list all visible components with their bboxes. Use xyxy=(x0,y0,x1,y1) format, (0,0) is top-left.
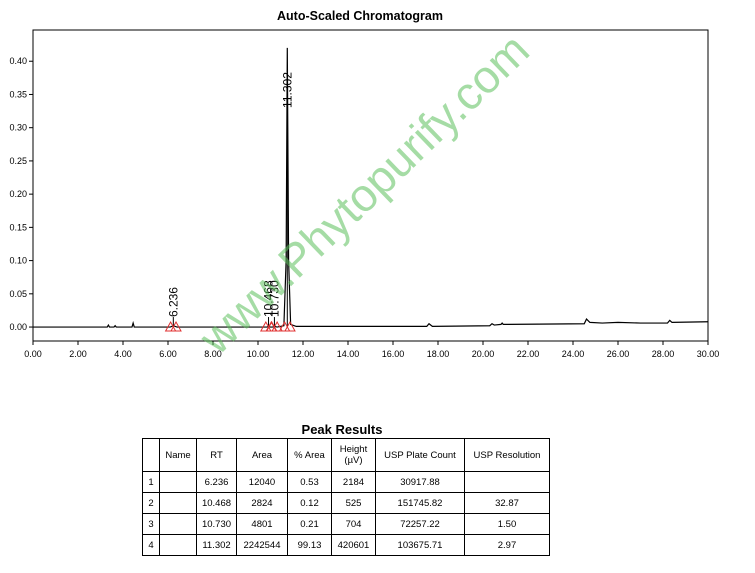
y-tick-label: 0.35 xyxy=(9,89,27,99)
table-cell: 1 xyxy=(142,471,160,493)
x-tick-label: 20.00 xyxy=(472,349,495,359)
table-cell: 10.730 xyxy=(196,513,237,535)
header-cell: Name xyxy=(159,438,197,472)
x-tick-label: 8.00 xyxy=(204,349,222,359)
y-tick-label: 0.15 xyxy=(9,222,27,232)
table-cell: 6.236 xyxy=(196,471,237,493)
header-cell: Area xyxy=(236,438,288,472)
table-row: 3 10.730 4801 0.21 704 72257.22 1.50 xyxy=(142,513,550,535)
table-cell xyxy=(159,471,197,493)
header-cell: RT xyxy=(196,438,237,472)
plot-frame xyxy=(32,29,709,342)
header-cell: USP Plate Count xyxy=(375,438,465,472)
table-cell xyxy=(159,534,197,556)
table-cell: 0.53 xyxy=(287,471,332,493)
table-row: 1 6.236 12040 0.53 2184 30917.88 xyxy=(142,471,550,493)
table-cell: 3 xyxy=(142,513,160,535)
x-tick-label: 6.00 xyxy=(159,349,177,359)
table-row: 4 11.302 2242544 99.13 420601 103675.71 2.97 xyxy=(142,534,550,556)
table-cell: 420601 xyxy=(331,534,376,556)
table-cell: 99.13 xyxy=(287,534,332,556)
y-tick-label: 0.30 xyxy=(9,123,27,133)
x-tick-label: 10.00 xyxy=(247,349,270,359)
table-cell: 4801 xyxy=(236,513,288,535)
table-cell: 2.97 xyxy=(464,534,550,556)
table-row: 2 10.468 2824 0.12 525 151745.82 32.87 xyxy=(142,492,550,514)
chart-title: Auto-Scaled Chromatogram xyxy=(277,9,443,23)
table-cell: 2824 xyxy=(236,492,288,514)
x-tick-label: 30.00 xyxy=(697,349,720,359)
peak-table: Name RT Area% Area Height (µV) USP Plate Cou… xyxy=(142,438,550,556)
header-cell: % Area xyxy=(287,438,332,472)
table-cell: 2 xyxy=(142,492,160,514)
x-tick-label: 28.00 xyxy=(652,349,675,359)
x-tick-label: 16.00 xyxy=(382,349,405,359)
y-tick-label: 0.20 xyxy=(9,189,27,199)
y-tick-label: 0.40 xyxy=(9,56,27,66)
table-cell: 10.468 xyxy=(196,492,237,514)
table-cell: 2242544 xyxy=(236,534,288,556)
y-tick-label: 0.10 xyxy=(9,256,27,266)
peak-label: 10.468 xyxy=(262,280,276,317)
table-cell: 11.302 xyxy=(196,534,237,556)
x-tick-label: 4.00 xyxy=(114,349,132,359)
peak-marker xyxy=(271,321,283,332)
table-cell xyxy=(464,471,550,493)
x-tick-label: 14.00 xyxy=(337,349,360,359)
table-title: Peak Results xyxy=(301,422,383,437)
peak-marker xyxy=(284,321,296,332)
chart: Auto-Scaled Chromatogram 0.00 2.00 4.00 6.0… xyxy=(9,9,720,364)
header-cell xyxy=(142,438,160,472)
table-cell: 0.21 xyxy=(287,513,332,535)
x-tick-label: 22.00 xyxy=(517,349,540,359)
peak-label: 10.730 xyxy=(267,280,281,317)
peak-label: 11.302 xyxy=(280,72,294,108)
peak-label: 6.236 xyxy=(166,287,180,317)
header-row: Name RT Area% Area Height (µV) USP Plate Cou… xyxy=(142,438,550,472)
x-tick-label: 12.00 xyxy=(292,349,315,359)
peak-marker xyxy=(170,321,182,332)
table-cell: 0.12 xyxy=(287,492,332,514)
table-cell: 525 xyxy=(331,492,376,514)
table-cell: 72257.22 xyxy=(375,513,465,535)
x-tick-label: 18.00 xyxy=(427,349,450,359)
x-tick-label: 2.00 xyxy=(69,349,87,359)
table-cell: 1.50 xyxy=(464,513,550,535)
x-tick-label: 24.00 xyxy=(562,349,585,359)
y-tick-label: 0.25 xyxy=(9,156,27,166)
table-cell: 12040 xyxy=(236,471,288,493)
table-cell: 4 xyxy=(142,534,160,556)
x-tick-label: 0.00 xyxy=(24,349,42,359)
watermark: www.Phytopurify.com xyxy=(188,23,539,364)
y-tick-label: 0.05 xyxy=(9,289,27,299)
table-cell xyxy=(159,492,197,514)
header-cell: Height (µV) xyxy=(331,438,376,472)
x-tick-label: 26.00 xyxy=(607,349,630,359)
header-cell: USP Resolution xyxy=(464,438,550,472)
chromatogram-line xyxy=(33,47,709,328)
y-tick-label: 0.00 xyxy=(9,322,27,332)
table-cell xyxy=(159,513,197,535)
table-cell: 151745.82 xyxy=(375,492,465,514)
table-cell: 32.87 xyxy=(464,492,550,514)
table-cell: 704 xyxy=(331,513,376,535)
table-cell: 2184 xyxy=(331,471,376,493)
table-cell: 30917.88 xyxy=(375,471,465,493)
table-cell: 103675.71 xyxy=(375,534,465,556)
